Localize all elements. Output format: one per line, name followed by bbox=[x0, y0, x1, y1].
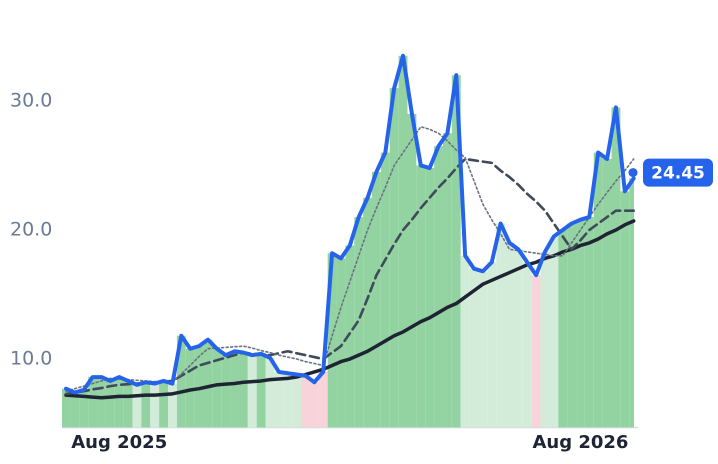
area-bar bbox=[221, 355, 231, 428]
area-bar bbox=[602, 159, 612, 428]
area-bar bbox=[70, 392, 80, 428]
area-bar bbox=[584, 217, 594, 428]
area-bar bbox=[407, 113, 417, 428]
area-bar bbox=[97, 377, 106, 428]
area-bar bbox=[176, 335, 186, 428]
area-bar bbox=[141, 382, 151, 428]
area-bar bbox=[301, 375, 310, 428]
area-bar bbox=[540, 251, 550, 428]
area-bar bbox=[62, 388, 71, 428]
area-bar bbox=[487, 262, 497, 428]
area-bar bbox=[425, 168, 435, 428]
area-bar bbox=[513, 249, 523, 428]
area-bar bbox=[327, 253, 337, 428]
area-bar bbox=[558, 229, 568, 428]
area-bar bbox=[79, 389, 89, 428]
area-bar bbox=[363, 197, 373, 428]
area-bar bbox=[442, 133, 452, 428]
area-bar bbox=[629, 178, 634, 428]
area-bar bbox=[194, 346, 204, 428]
area-bar bbox=[247, 355, 257, 428]
area-bar bbox=[230, 351, 239, 428]
series-line bbox=[64, 157, 635, 396]
area-bar bbox=[336, 258, 346, 428]
area-bar bbox=[274, 371, 284, 428]
area-bar bbox=[389, 88, 399, 428]
area-bar bbox=[265, 357, 275, 428]
area-bar bbox=[132, 384, 142, 428]
area-bar bbox=[345, 245, 355, 428]
area-bar bbox=[398, 55, 408, 428]
area-bar bbox=[372, 171, 381, 428]
area-bar bbox=[416, 165, 426, 428]
area-bar bbox=[478, 271, 488, 428]
area-bar bbox=[114, 377, 124, 428]
area-bar bbox=[256, 353, 266, 428]
area-bar bbox=[168, 383, 177, 428]
price-tag-label: 24.45 bbox=[651, 164, 705, 184]
area-bar bbox=[318, 371, 328, 428]
y-tick-label: 10.0 bbox=[10, 348, 52, 370]
current-price-dot bbox=[628, 168, 638, 178]
area-bar bbox=[292, 374, 302, 428]
area-bar bbox=[123, 380, 133, 428]
area-bar bbox=[549, 236, 559, 428]
area-bar bbox=[576, 219, 585, 428]
series-line bbox=[64, 219, 636, 400]
area-bar bbox=[150, 383, 160, 428]
area-bar bbox=[105, 380, 115, 428]
area-bar bbox=[203, 339, 213, 428]
x-tick-label: Aug 2025 bbox=[71, 432, 167, 453]
area-bar bbox=[451, 75, 461, 428]
area-bar bbox=[238, 352, 248, 428]
area-bar bbox=[283, 373, 293, 428]
area-bar bbox=[185, 348, 195, 428]
area-bar bbox=[496, 223, 506, 428]
area-group bbox=[62, 55, 634, 428]
x-tick-label: Aug 2026 bbox=[532, 432, 628, 453]
area-bar bbox=[593, 152, 603, 428]
area-bar bbox=[620, 191, 630, 428]
area-bar bbox=[212, 348, 222, 428]
area-bar bbox=[611, 107, 621, 428]
area-bar bbox=[309, 382, 319, 428]
y-tick-label: 20.0 bbox=[10, 218, 52, 240]
y-tick-label: 30.0 bbox=[10, 89, 52, 111]
price-tag bbox=[643, 158, 713, 187]
area-bar bbox=[460, 255, 470, 428]
area-bar bbox=[380, 152, 390, 428]
area-bar bbox=[469, 268, 479, 428]
area-bar bbox=[434, 146, 443, 428]
area-bar bbox=[567, 223, 577, 428]
area-bar bbox=[159, 380, 169, 428]
series-line bbox=[64, 53, 636, 395]
area-bar bbox=[88, 377, 98, 428]
area-bar bbox=[522, 262, 532, 428]
area-bar bbox=[531, 275, 541, 428]
area-bar bbox=[505, 242, 514, 428]
